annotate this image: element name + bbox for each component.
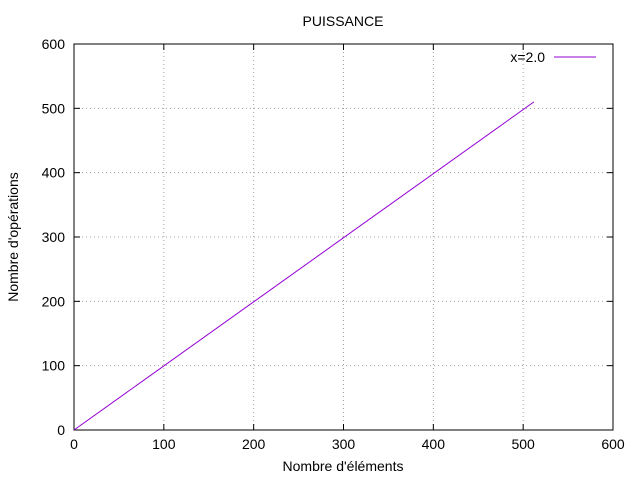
axis-ticks bbox=[73, 43, 614, 431]
legend: x=2.0 bbox=[510, 49, 596, 65]
x-tick-label: 400 bbox=[422, 436, 446, 452]
y-tick-label: 200 bbox=[42, 293, 66, 309]
y-tick-label: 600 bbox=[42, 36, 66, 52]
series-group bbox=[73, 101, 535, 431]
y-tick-label: 100 bbox=[42, 358, 66, 374]
x-tick-label: 0 bbox=[70, 436, 78, 452]
x-tick-label: 100 bbox=[152, 436, 176, 452]
chart-title: PUISSANCE bbox=[303, 13, 384, 29]
y-tick-label: 300 bbox=[42, 229, 66, 245]
legend-label: x=2.0 bbox=[510, 49, 545, 65]
grid bbox=[74, 44, 613, 430]
y-tick-labels: 0 100 200 300 400 500 600 bbox=[42, 36, 66, 438]
x-tick-label: 600 bbox=[601, 436, 625, 452]
y-tick-label: 400 bbox=[42, 165, 66, 181]
y-tick-label: 500 bbox=[42, 100, 66, 116]
x-tick-labels: 0 100 200 300 400 500 600 bbox=[70, 436, 625, 452]
x-tick-label: 500 bbox=[511, 436, 535, 452]
series-line bbox=[73, 101, 535, 431]
y-tick-label: 0 bbox=[57, 422, 65, 438]
y-axis-label: Nombre d'opérations bbox=[5, 172, 21, 302]
x-axis-label: Nombre d'éléments bbox=[283, 458, 404, 474]
x-tick-label: 200 bbox=[242, 436, 266, 452]
x-tick-label: 300 bbox=[332, 436, 356, 452]
